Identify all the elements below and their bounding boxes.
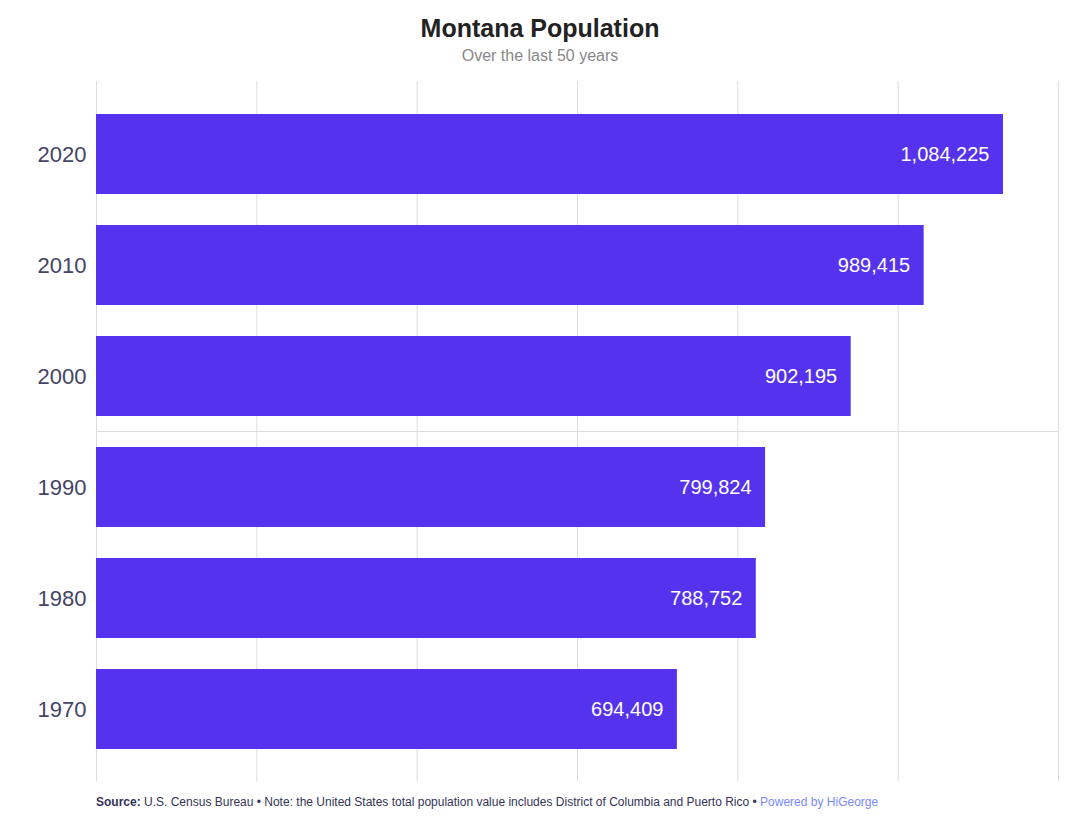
svg-text:1990: 1990 <box>38 475 87 500</box>
svg-text:902,195: 902,195 <box>765 365 837 387</box>
svg-text:694,409: 694,409 <box>591 698 663 720</box>
html-text:Montana Population: Montana Population <box>420 14 660 42</box>
svg-text:2020: 2020 <box>38 142 87 167</box>
svg-text:1,084,225: 1,084,225 <box>900 143 989 165</box>
svg-text:2000: 2000 <box>38 364 87 389</box>
svg-text:2010: 2010 <box>38 253 87 278</box>
svg-text:1970: 1970 <box>38 697 87 722</box>
html-text:Over the last 50 years: Over the last 50 years <box>461 47 619 64</box>
svg-text:788,752: 788,752 <box>670 587 742 609</box>
html-text:Source: U.S. Census Bureau • N: Source: U.S. Census Bureau • Note: the U… <box>96 795 879 809</box>
svg-text:989,415: 989,415 <box>838 254 910 276</box>
svg-text:1980: 1980 <box>38 586 87 611</box>
svg-text:799,824: 799,824 <box>679 476 751 498</box>
